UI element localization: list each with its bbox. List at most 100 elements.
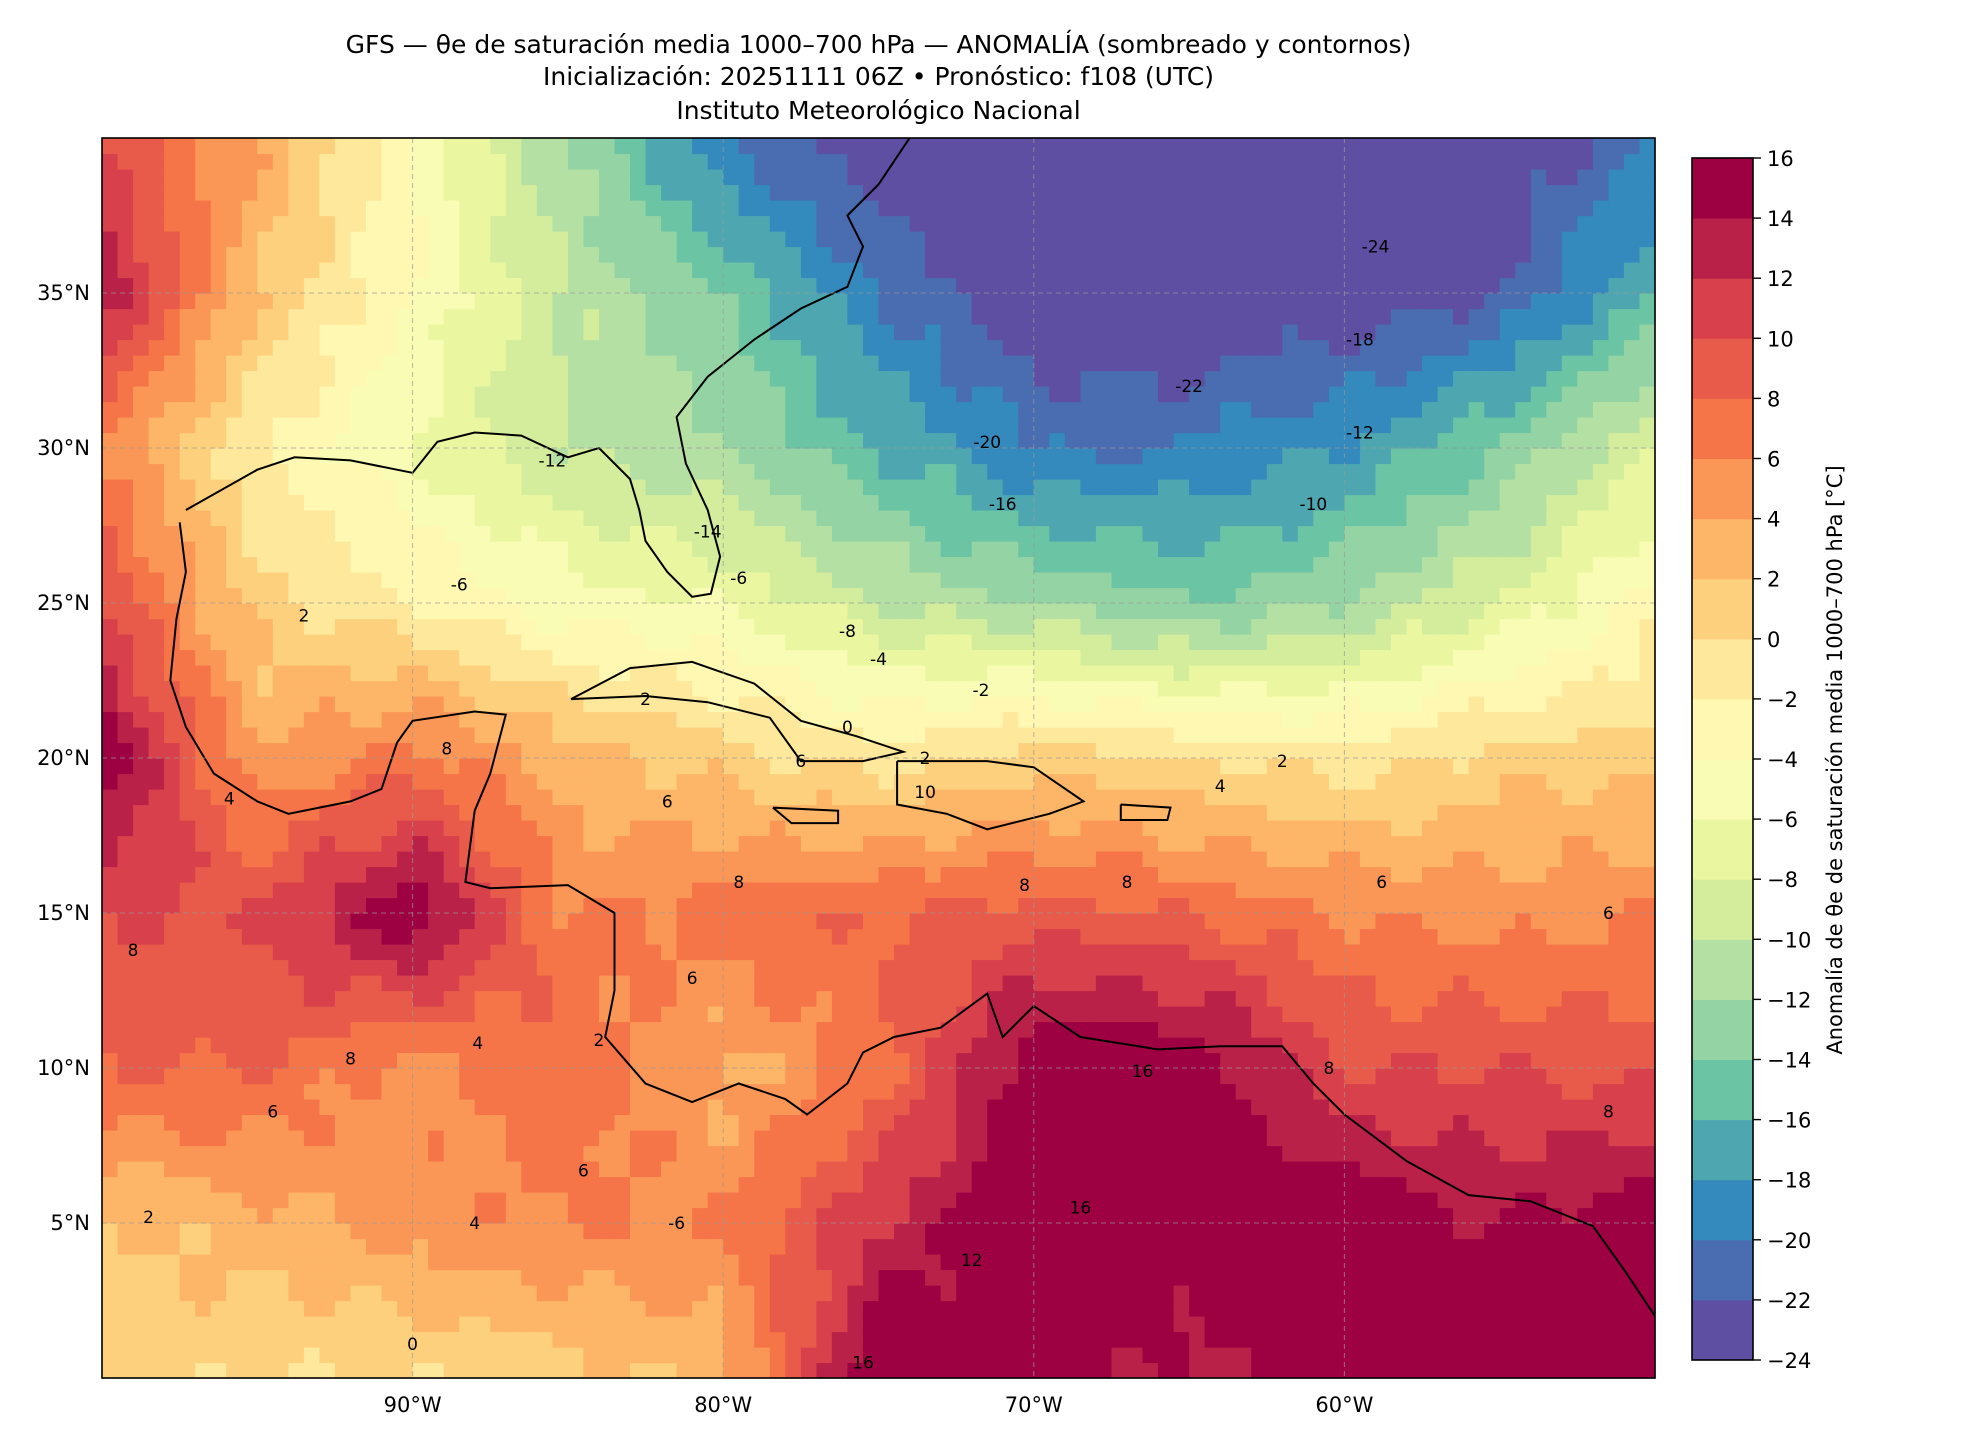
field-cell bbox=[567, 1285, 584, 1302]
field-cell bbox=[272, 975, 289, 992]
field-cell bbox=[925, 1238, 942, 1255]
field-cell bbox=[459, 1176, 476, 1193]
field-cell bbox=[987, 1285, 1004, 1302]
field-cell bbox=[226, 835, 243, 852]
field-cell bbox=[1484, 1331, 1501, 1348]
field-cell bbox=[288, 1037, 305, 1054]
field-cell bbox=[692, 742, 709, 759]
field-cell bbox=[536, 1347, 553, 1364]
field-cell bbox=[894, 1331, 911, 1348]
field-cell bbox=[987, 1331, 1004, 1348]
field-cell bbox=[1453, 944, 1470, 961]
field-cell bbox=[1515, 913, 1532, 930]
field-cell bbox=[925, 804, 942, 821]
field-cell bbox=[614, 1192, 631, 1209]
field-cell bbox=[583, 1192, 600, 1209]
field-cell bbox=[925, 1083, 942, 1100]
field-cell bbox=[443, 835, 460, 852]
field-cell bbox=[366, 711, 383, 728]
field-cell bbox=[847, 913, 864, 930]
field-cell bbox=[971, 1145, 988, 1162]
field-cell bbox=[1623, 742, 1640, 759]
field-cell bbox=[1266, 897, 1283, 914]
field-cell bbox=[1546, 618, 1563, 635]
field-cell bbox=[397, 649, 414, 666]
field-cell bbox=[117, 1316, 134, 1333]
field-cell bbox=[334, 944, 351, 961]
field-cell bbox=[1111, 866, 1128, 883]
field-cell bbox=[303, 711, 320, 728]
field-cell bbox=[1033, 603, 1050, 620]
field-cell bbox=[816, 1362, 833, 1379]
field-cell bbox=[1468, 680, 1485, 697]
field-cell bbox=[723, 1316, 740, 1333]
field-cell bbox=[738, 1052, 755, 1069]
field-cell bbox=[1422, 851, 1439, 868]
field-cell bbox=[1266, 990, 1283, 1007]
field-cell bbox=[179, 696, 196, 713]
field-cell bbox=[909, 1223, 926, 1240]
field-cell bbox=[1266, 866, 1283, 883]
field-cell bbox=[1313, 820, 1330, 837]
field-cell bbox=[319, 665, 336, 682]
field-cell bbox=[1033, 1145, 1050, 1162]
field-cell bbox=[164, 1316, 181, 1333]
field-cell bbox=[754, 851, 771, 868]
field-cell bbox=[397, 882, 414, 899]
field-cell bbox=[661, 1316, 678, 1333]
field-cell bbox=[179, 618, 196, 635]
field-cell bbox=[397, 1347, 414, 1364]
field-cell bbox=[1297, 1161, 1314, 1178]
field-cell bbox=[800, 851, 817, 868]
field-cell bbox=[148, 990, 165, 1007]
field-cell bbox=[1080, 1068, 1097, 1085]
field-cell bbox=[350, 727, 367, 744]
field-cell bbox=[350, 897, 367, 914]
field-cell bbox=[567, 773, 584, 790]
field-cell bbox=[1018, 1114, 1035, 1131]
field-cell bbox=[1049, 1223, 1066, 1240]
field-cell bbox=[1049, 1006, 1066, 1023]
field-cell bbox=[1391, 928, 1408, 945]
field-cell bbox=[350, 1347, 367, 1364]
field-cell bbox=[1561, 959, 1578, 976]
field-cell bbox=[567, 1192, 584, 1209]
field-cell bbox=[1499, 866, 1516, 883]
field-cell bbox=[645, 696, 662, 713]
field-cell bbox=[319, 1192, 336, 1209]
field-cell bbox=[1453, 1223, 1470, 1240]
field-cell bbox=[1391, 649, 1408, 666]
field-cell bbox=[754, 1300, 771, 1317]
field-cell bbox=[645, 1285, 662, 1302]
field-cell bbox=[1515, 634, 1532, 651]
field-cell bbox=[1437, 1254, 1454, 1271]
field-cell bbox=[1328, 1130, 1345, 1147]
field-cell bbox=[1158, 1316, 1175, 1333]
field-cell bbox=[350, 820, 367, 837]
field-cell bbox=[723, 913, 740, 930]
field-cell bbox=[1375, 1068, 1392, 1085]
field-cell bbox=[1251, 649, 1268, 666]
field-cell bbox=[179, 1083, 196, 1100]
field-cell bbox=[1639, 959, 1656, 976]
field-cell bbox=[769, 1238, 786, 1255]
field-cell bbox=[723, 1145, 740, 1162]
field-cell bbox=[195, 1068, 212, 1085]
field-cell bbox=[987, 603, 1004, 620]
field-cell bbox=[614, 866, 631, 883]
field-cell bbox=[1391, 1068, 1408, 1085]
field-cell bbox=[1468, 1145, 1485, 1162]
field-cell bbox=[707, 1052, 724, 1069]
field-cell bbox=[257, 1207, 274, 1224]
field-cell bbox=[443, 1145, 460, 1162]
field-cell bbox=[1515, 882, 1532, 899]
field-cell bbox=[738, 1207, 755, 1224]
field-cell bbox=[1018, 804, 1035, 821]
field-cell bbox=[1546, 665, 1563, 682]
field-cell bbox=[1189, 1114, 1206, 1131]
field-cell bbox=[1375, 1145, 1392, 1162]
field-cell bbox=[117, 1223, 134, 1240]
field-cell bbox=[303, 913, 320, 930]
field-cell bbox=[1049, 1130, 1066, 1147]
field-cell bbox=[1375, 1285, 1392, 1302]
